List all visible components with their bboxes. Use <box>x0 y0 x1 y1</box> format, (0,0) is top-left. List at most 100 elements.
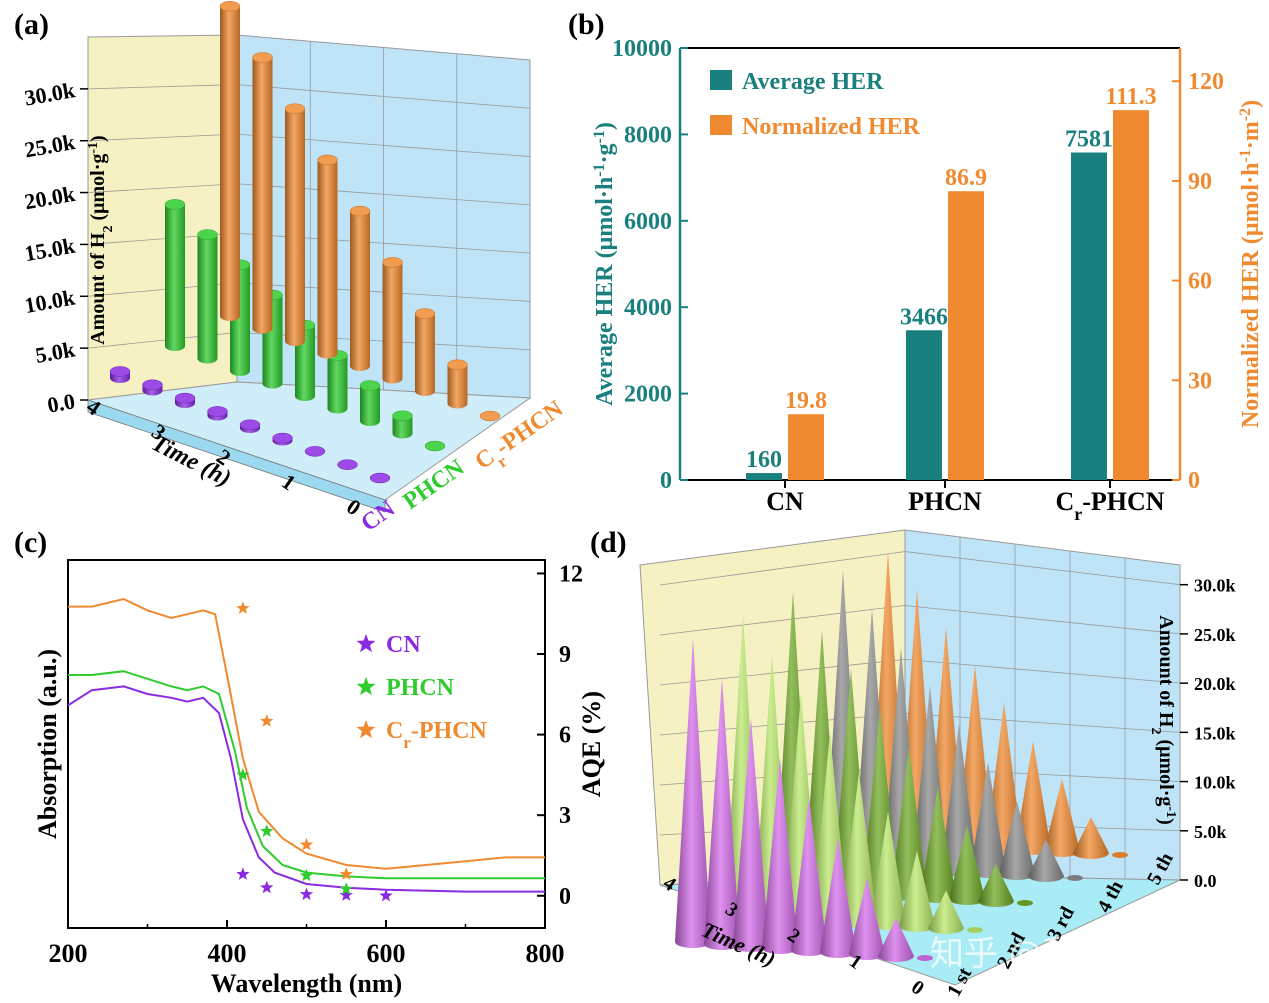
cone-base <box>1067 875 1083 881</box>
text-part: -1 <box>1164 806 1179 818</box>
cone-3 rd-t1.5 <box>920 786 956 903</box>
left-tick-label: 2000 <box>624 382 672 408</box>
cone-body <box>762 758 798 954</box>
cone-body <box>849 878 885 960</box>
cone-body <box>970 762 1006 878</box>
text-part: 2 <box>101 226 116 233</box>
bar-top <box>219 1 241 12</box>
left-tick-label: 4000 <box>624 295 672 321</box>
cone-body <box>704 678 740 950</box>
text-part: Amount of H <box>1155 615 1177 728</box>
cone-4 th-t1 <box>999 801 1035 880</box>
text-part: C <box>1055 487 1074 516</box>
bar-CN-t1.5 <box>272 432 293 446</box>
aqe-point-CN <box>339 888 353 901</box>
left-axis-label: Average HER (μmol·h-1·g-1) <box>591 122 619 406</box>
bar-Cr-PHCN-t0.5 <box>447 359 468 409</box>
x-tick-label: 600 <box>367 939 406 968</box>
left-tick-label: 10000 <box>612 36 672 62</box>
bar-body <box>327 355 348 414</box>
bar-Cr-PHCN-t0 <box>479 410 501 422</box>
bar-CN-t3.5 <box>142 379 163 396</box>
y-tick-label: 0.0 <box>45 388 76 417</box>
bar-body <box>175 398 195 408</box>
text-part: CN <box>766 487 804 516</box>
y-axis-label: Amount of H2 (μmol·g-1) <box>1149 615 1179 824</box>
right-tick-label: 120 <box>1188 69 1224 95</box>
bar-body <box>272 438 293 446</box>
panel-b-bar-chart: 0 2000 4000 6000 8000 10000 0 30 60 90 120 Average … <box>591 36 1265 524</box>
cone-1 st-t2 <box>791 798 827 956</box>
watermark-text-small: 科学材料站 <box>1095 967 1225 997</box>
cone-body <box>1015 741 1051 855</box>
aqe-point-CN <box>299 887 314 901</box>
y-tick-label: 30.0k <box>1194 576 1236 596</box>
right-axis-label: Normalized HER (μmol·h-1·m-2) <box>1237 100 1265 428</box>
absorption-line-CN <box>67 685 545 893</box>
text-part: 2 <box>1149 728 1164 735</box>
y-tick-label: 25.0k <box>23 129 78 163</box>
right-tick-label: 90 <box>1188 169 1212 195</box>
x-tick-label: 400 <box>208 939 247 968</box>
text-part: (μmol·g <box>1155 735 1177 807</box>
cone-4 th-t0 <box>1067 875 1083 881</box>
bar-value-label: 86.9 <box>945 165 987 191</box>
right-tick-label: 3 <box>559 803 571 829</box>
bar-body <box>350 211 370 371</box>
bar-Cr-PHCN-t4 <box>219 1 241 321</box>
cone-body <box>675 638 711 948</box>
absorption-line-Cr-PHCN <box>68 597 545 870</box>
legend-label: Normalized HER <box>742 114 921 140</box>
cone-body <box>878 918 914 962</box>
cone-base <box>917 955 933 961</box>
bar-body <box>360 385 380 426</box>
right-tick-label: 60 <box>1188 269 1212 295</box>
bar-top <box>252 52 273 63</box>
cone-body <box>1028 839 1064 882</box>
bar-Normalized HER <box>948 191 984 480</box>
cone-1 st-t0 <box>917 955 933 961</box>
panel-label-b: (b) <box>568 8 605 41</box>
bar-top <box>382 257 403 268</box>
aqe-point-PHCN <box>260 824 274 837</box>
bar-top <box>359 380 381 391</box>
aqe-point-PHCN <box>339 882 353 895</box>
right-axis-label: AQE (%) <box>577 691 606 797</box>
bar-CN-t2 <box>239 419 261 433</box>
category-label: CN <box>766 487 804 516</box>
legend-swatch <box>710 70 732 90</box>
text-part: PHCN <box>386 675 455 701</box>
y-tick-label: 20.0k <box>23 181 78 215</box>
bar-top <box>392 410 413 422</box>
cone-body <box>1044 779 1080 857</box>
panel-c-absorption-chart: 200 400 600 800 0 3 6 9 12 Wavelength (nm) Absorpt… <box>33 559 606 998</box>
text-part: Amount of H <box>87 232 109 345</box>
legend-label: Cr-PHCN <box>386 718 488 752</box>
bar-Cr-PHCN-t3 <box>284 103 306 346</box>
cone-3 rd-t1 <box>949 825 985 905</box>
text-part: -1 <box>591 163 608 176</box>
cone-2 nd-t0.5 <box>928 890 964 934</box>
y-tick-label: 10.0k <box>23 284 78 318</box>
left-axis-label: Absorption (a.u.) <box>33 649 62 839</box>
aqe-point-Cr-PHCN <box>260 714 274 727</box>
cone-1 st-t1 <box>849 878 885 960</box>
bar-top <box>447 359 468 371</box>
bar-value-label: 19.8 <box>785 388 827 414</box>
bar-Normalized HER <box>1113 110 1149 480</box>
bar-body <box>447 364 468 409</box>
cone-body <box>820 838 856 958</box>
x-tick-label: 200 <box>49 939 88 968</box>
cone-body <box>1073 817 1109 859</box>
bar-top <box>207 406 228 417</box>
bar-PHCN-t3.5 <box>197 229 218 364</box>
bar-Average HER <box>906 330 942 480</box>
cone-5 th-t0 <box>1112 852 1128 858</box>
legend-label: PHCN <box>386 675 455 701</box>
y-tick-label: 5.0k <box>1194 822 1227 842</box>
legend-label: Average HER <box>742 69 884 95</box>
y-tick-label: 10.0k <box>1194 773 1236 793</box>
cone-5 th-t1.5 <box>1015 741 1051 855</box>
absorption-line-PHCN <box>68 670 545 880</box>
cone-body <box>870 811 906 930</box>
